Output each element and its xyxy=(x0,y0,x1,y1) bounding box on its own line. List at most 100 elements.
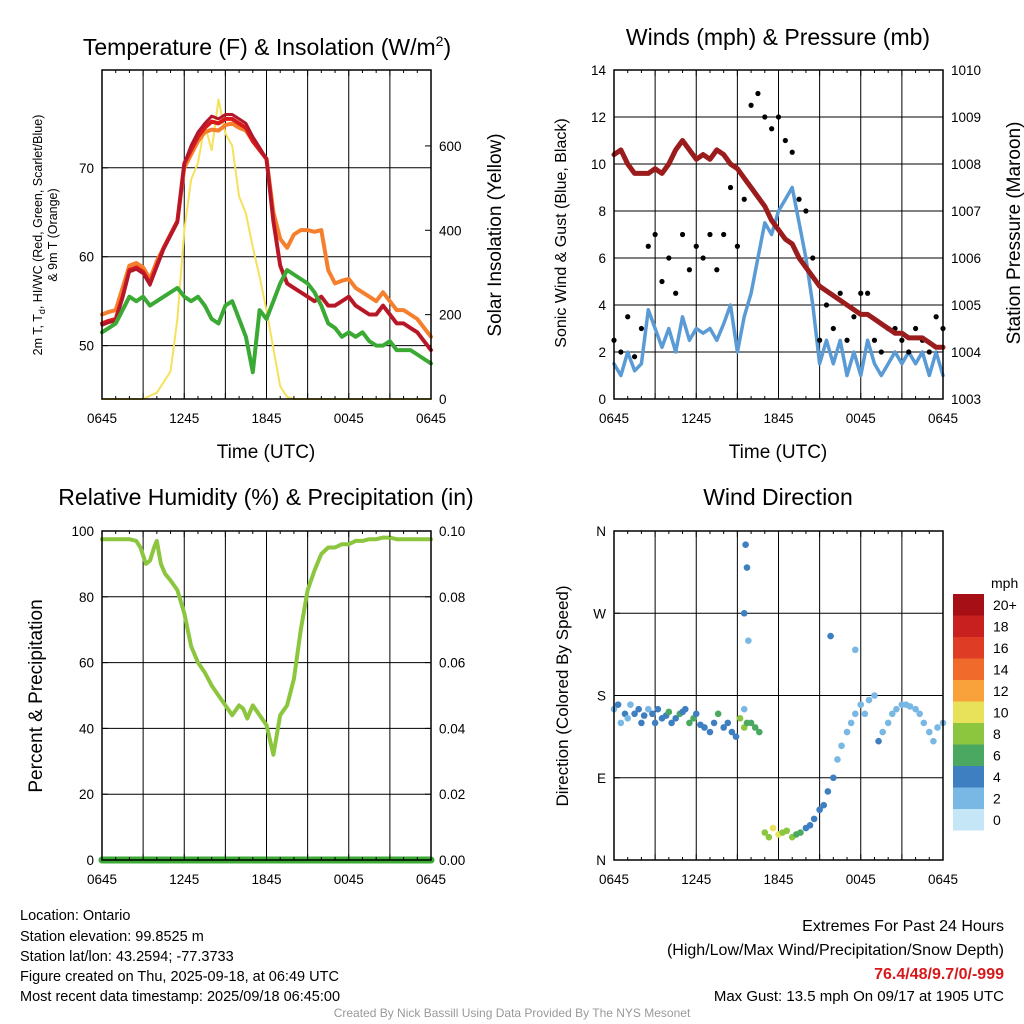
gust-point xyxy=(803,208,809,214)
gust-point xyxy=(618,349,624,355)
legend-swatch xyxy=(953,766,984,788)
y-tick-label: 70 xyxy=(79,161,94,176)
gust-point xyxy=(871,337,878,343)
direction-point xyxy=(871,692,878,699)
direction-point xyxy=(651,719,659,727)
direction-point xyxy=(820,801,828,809)
direction-ticks: 0645 1245 1845 0045 0645 N E S W N xyxy=(593,524,958,887)
y-tick-label: 0 xyxy=(439,392,447,407)
gust-point xyxy=(775,114,782,120)
direction-point xyxy=(934,724,941,731)
direction-point xyxy=(838,742,845,750)
y-tick-label: 600 xyxy=(439,139,462,154)
direction-point xyxy=(906,703,914,710)
y-tick-label: 0.10 xyxy=(439,524,465,539)
x-tick-label: 0045 xyxy=(334,411,364,426)
legend-swatch xyxy=(953,744,984,766)
direction-point xyxy=(724,719,732,727)
gust-point xyxy=(817,337,823,343)
direction-point xyxy=(879,728,886,736)
gust-point xyxy=(878,349,884,355)
pressure-line xyxy=(611,138,946,350)
hiwc-line xyxy=(100,113,433,352)
direction-point xyxy=(692,710,700,718)
direction-point xyxy=(827,632,834,640)
direction-point xyxy=(851,710,859,718)
gust-point xyxy=(762,114,768,120)
legend-label: 18 xyxy=(993,619,1009,635)
x-tick-label: 1845 xyxy=(763,872,793,887)
gust-point xyxy=(899,337,905,343)
direction-ylabel: Direction (Colored By Speed) xyxy=(553,585,572,806)
x-tick-label: 0045 xyxy=(334,872,364,887)
winds-xlabel: Time (UTC) xyxy=(729,442,828,463)
temperature-grid xyxy=(101,70,432,399)
humidity-title: Relative Humidity (%) & Precipitation (i… xyxy=(58,484,473,510)
y-tick-label: 50 xyxy=(79,339,94,354)
location-text: Location: Ontario xyxy=(20,908,131,924)
direction-point xyxy=(649,710,656,718)
x-tick-label: 1845 xyxy=(763,411,793,426)
elevation-text: Station elevation: 99.8525 m xyxy=(20,929,204,945)
y-tick-label: 1004 xyxy=(951,345,982,360)
direction-point xyxy=(631,710,638,718)
direction-point xyxy=(893,705,900,713)
y-tick-label: 14 xyxy=(591,63,607,78)
gust-point xyxy=(782,137,788,144)
gust-point xyxy=(721,231,727,238)
direction-point xyxy=(761,829,769,836)
direction-point xyxy=(930,737,937,745)
y-tick-label: 0.08 xyxy=(439,590,465,605)
temperature-lines xyxy=(100,98,433,400)
gust-point xyxy=(823,302,830,308)
direction-point xyxy=(745,637,752,644)
legend-title: mph xyxy=(991,575,1018,591)
humidity-ylabel: Percent & Precipitation xyxy=(26,599,47,792)
y-tick-label: 0 xyxy=(598,392,606,407)
x-tick-label: 1245 xyxy=(169,411,199,426)
x-tick-label: 1245 xyxy=(169,872,199,887)
temperature-ylabel-line2: & 9m T (Orange) xyxy=(46,188,60,281)
x-tick-label: 0045 xyxy=(846,872,876,887)
gust-point xyxy=(666,255,672,261)
gust-point xyxy=(865,290,871,296)
direction-point xyxy=(728,728,736,736)
temperature-panel: Temperature (F) & Insolation (W/m2) 0645… xyxy=(31,33,506,463)
extremes-values: 76.4/48/9.7/0/-999 xyxy=(874,966,1004,983)
y-tick-label: 60 xyxy=(79,656,94,671)
winds-ticks: 0645 1245 1845 0045 0645 0 2 4 6 8 10 12 14 1003 1004 1… xyxy=(591,63,982,426)
direction-point xyxy=(686,719,693,727)
y-tick-label: N xyxy=(596,524,606,539)
legend-label: 10 xyxy=(993,705,1009,721)
gust-point xyxy=(679,231,686,238)
gust-point xyxy=(830,325,836,332)
direction-point xyxy=(644,705,652,713)
direction-point xyxy=(756,728,763,736)
legend-swatch xyxy=(953,594,984,616)
direction-point xyxy=(765,833,773,841)
y-tick-label: 8 xyxy=(598,204,606,219)
humidity-grid xyxy=(101,531,432,860)
x-tick-label: 0645 xyxy=(87,411,117,426)
gust-point xyxy=(755,90,761,97)
winds-title: Winds (mph) & Pressure (mb) xyxy=(626,24,930,50)
temperature-ticks: 0645 1245 1845 0045 0645 50 60 70 0 200 400 600 xyxy=(79,70,462,426)
direction-point xyxy=(635,705,642,713)
gust-point xyxy=(933,314,939,320)
y-tick-label: 10 xyxy=(591,157,606,172)
direction-title: Wind Direction xyxy=(703,484,853,510)
x-tick-label: 0645 xyxy=(87,872,117,887)
y-tick-label: 1005 xyxy=(951,298,981,313)
x-tick-label: 1845 xyxy=(251,411,281,426)
legend-swatch xyxy=(953,680,984,702)
legend-swatch xyxy=(953,637,984,659)
gust-point xyxy=(748,102,754,108)
gust-point xyxy=(659,278,665,285)
legend-swatch xyxy=(953,809,984,831)
direction-point xyxy=(797,829,804,836)
y-tick-label: S xyxy=(597,689,606,704)
gust-point xyxy=(912,325,919,332)
direction-point xyxy=(747,719,755,727)
gust-point xyxy=(700,255,706,261)
rh-line xyxy=(100,535,433,757)
